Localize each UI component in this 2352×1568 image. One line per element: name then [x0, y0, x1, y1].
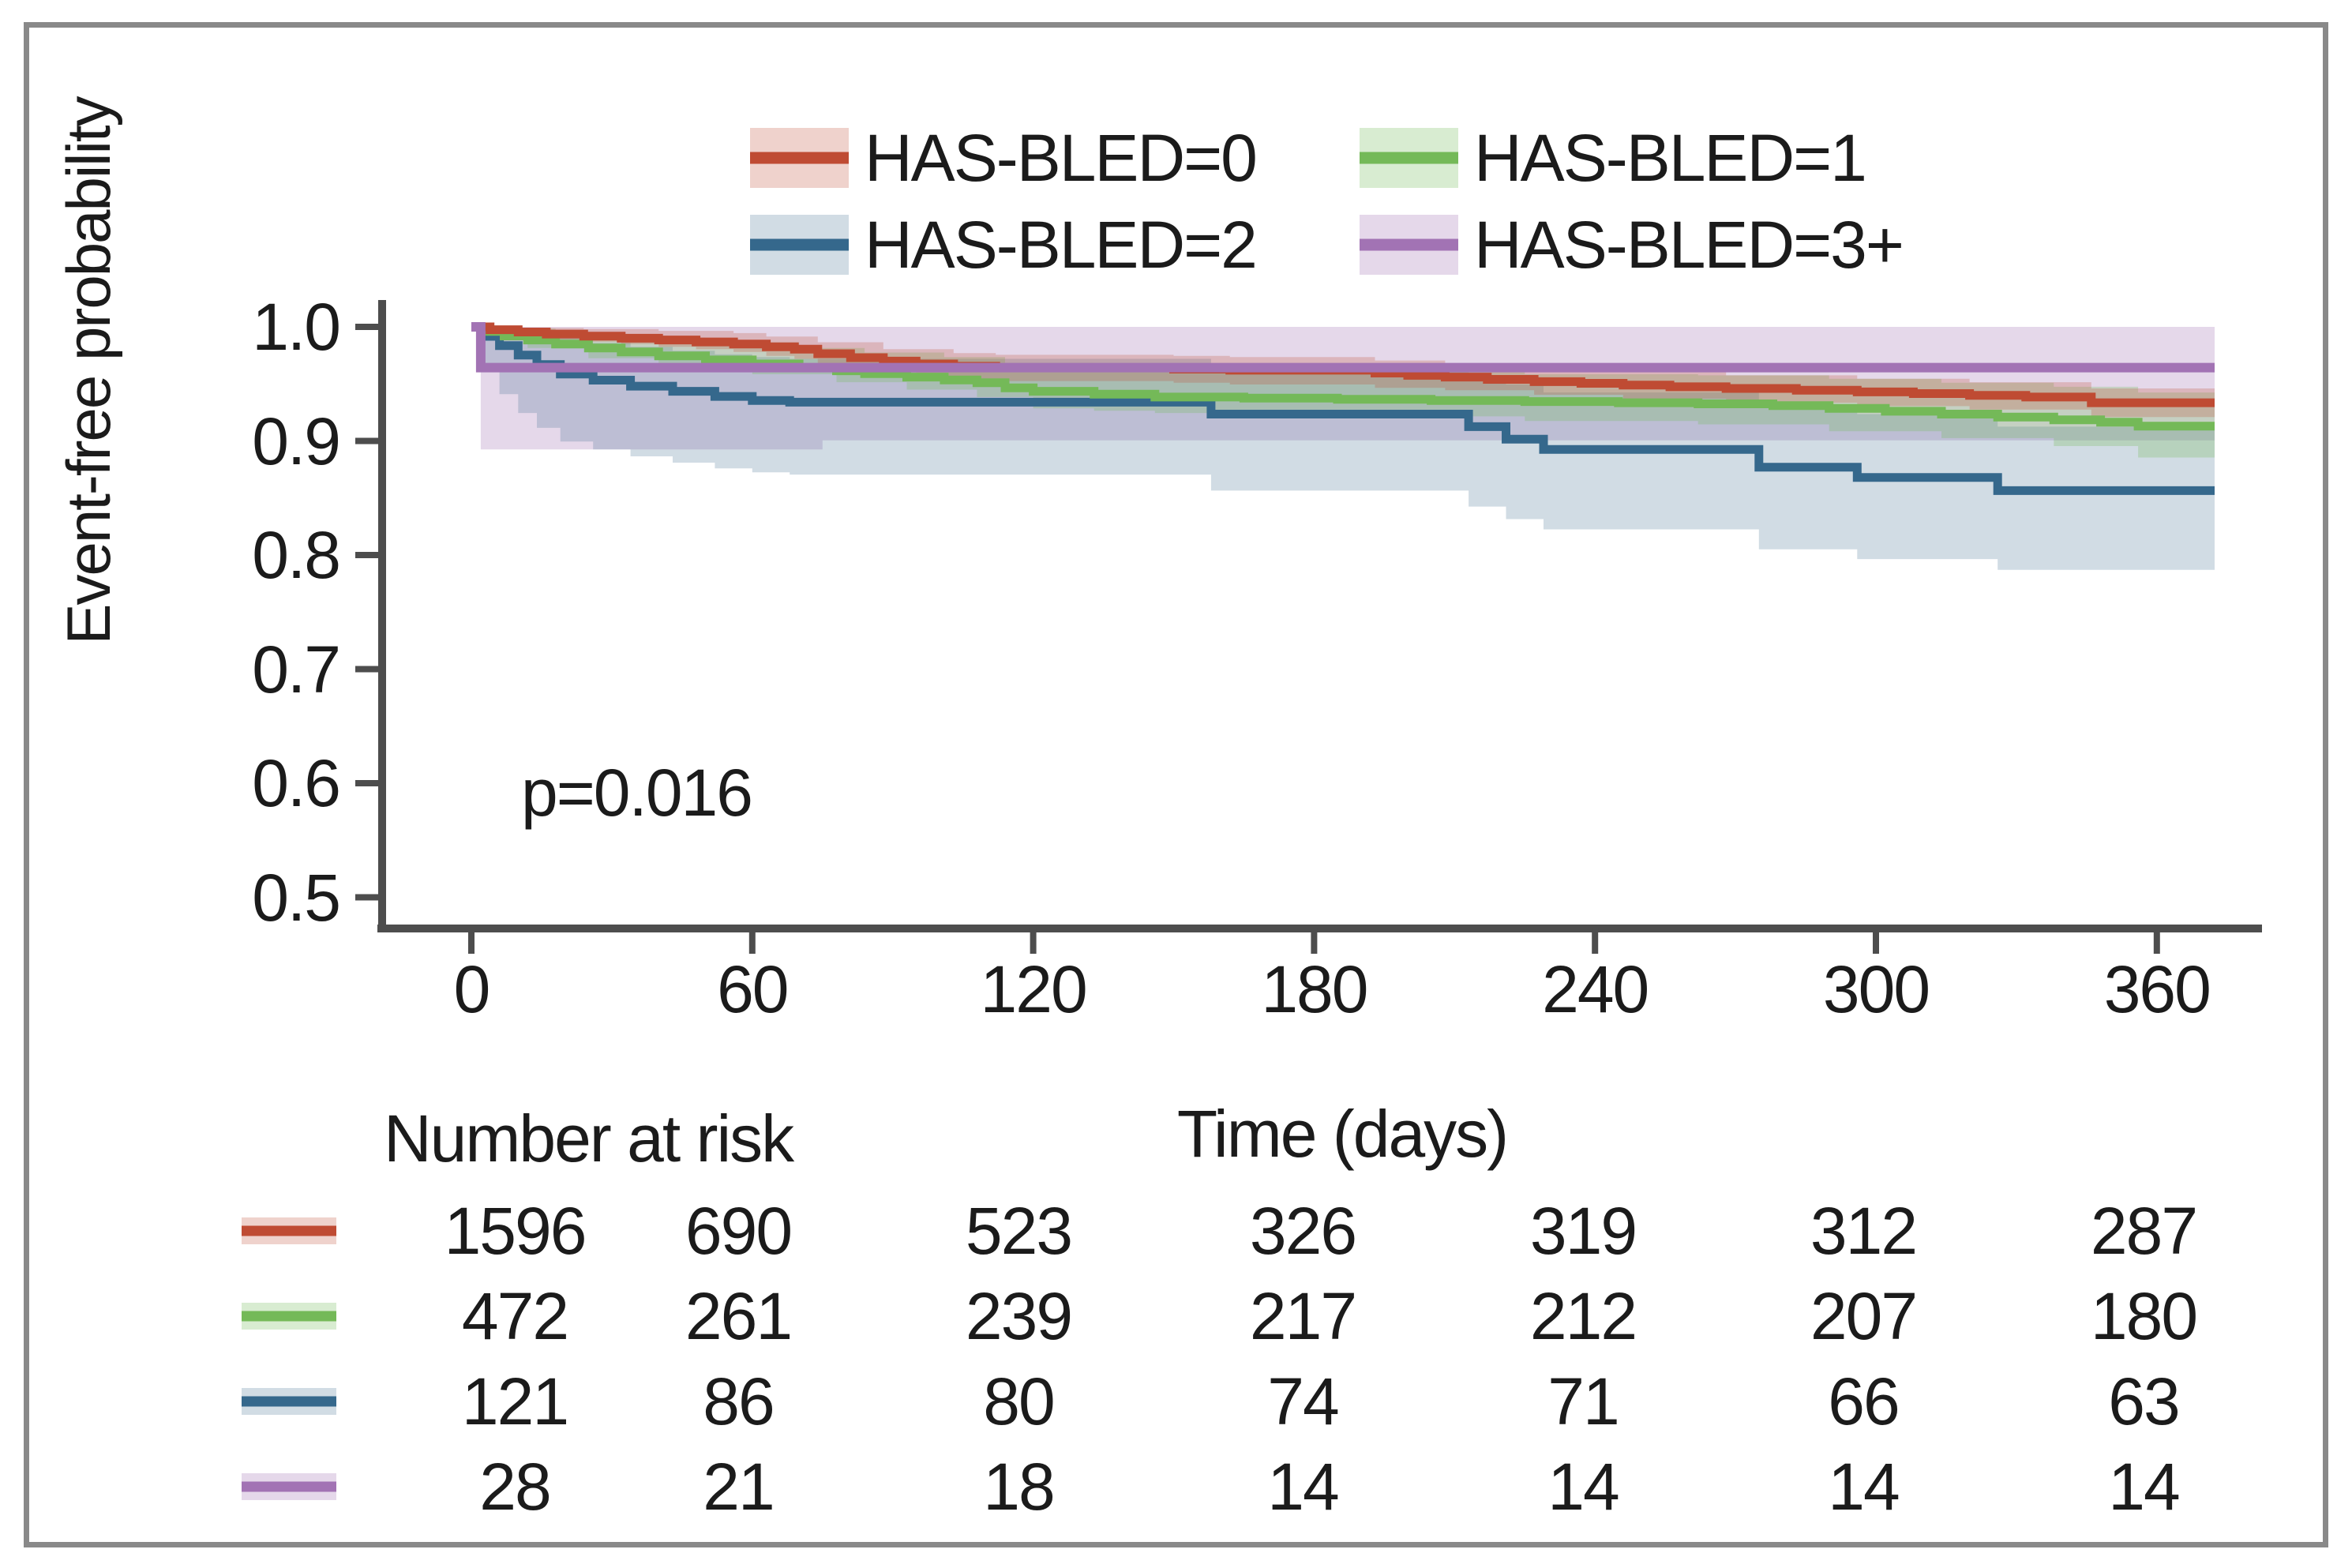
risk-row-key-icon	[242, 1371, 336, 1431]
legend-key-icon	[750, 215, 849, 275]
legend-label: HAS-BLED=1	[1474, 121, 1867, 195]
y-axis-title: Event-free probability	[54, 97, 123, 645]
x-axis-title: Time (days)	[1176, 1097, 1509, 1171]
risk-count-cell: 74	[1267, 1364, 1339, 1439]
risk-key-line	[242, 1225, 336, 1236]
x-tick-label: 180	[1261, 952, 1368, 1026]
risk-count-cell: 63	[2108, 1364, 2180, 1439]
risk-count-cell: 207	[1810, 1279, 1918, 1353]
legend-label: HAS-BLED=2	[865, 208, 1258, 282]
risk-count-cell: 180	[2090, 1279, 2198, 1353]
risk-count-cell: 80	[983, 1364, 1055, 1439]
risk-count-cell: 28	[479, 1450, 551, 1524]
legend-label: HAS-BLED=3+	[1474, 208, 1904, 282]
legend-key-line	[1360, 238, 1458, 251]
legend-key-icon	[750, 128, 849, 188]
risk-count-cell: 312	[1810, 1194, 1918, 1268]
risk-row-key-icon	[242, 1201, 336, 1261]
legend-label: HAS-BLED=0	[865, 121, 1258, 195]
risk-table-header: Number at risk	[384, 1101, 794, 1176]
y-tick-label: 0.8	[252, 518, 341, 592]
y-tick-label: 0.5	[252, 860, 341, 935]
risk-count-cell: 18	[983, 1450, 1055, 1524]
km-curve-has-bled-3-	[471, 322, 2215, 373]
figure-border-frame	[24, 22, 2328, 1547]
x-tick-label: 60	[717, 952, 789, 1026]
risk-key-line	[242, 1481, 336, 1492]
legend-key-line	[750, 152, 849, 164]
y-tick-label: 1.0	[252, 290, 341, 364]
y-tick-label: 0.6	[252, 746, 341, 820]
risk-row-key-icon	[242, 1286, 336, 1346]
y-tick-label: 0.7	[252, 632, 341, 707]
legend-key-icon	[1360, 128, 1458, 188]
x-tick-label: 300	[1822, 952, 1930, 1026]
legend-key-line	[1360, 152, 1458, 164]
legend-key-icon	[1360, 215, 1458, 275]
risk-count-cell: 319	[1529, 1194, 1637, 1268]
risk-count-cell: 261	[685, 1279, 793, 1353]
risk-count-cell: 66	[1828, 1364, 1900, 1439]
km-curve-has-bled-1	[471, 322, 2215, 431]
risk-count-cell: 326	[1249, 1194, 1357, 1268]
risk-count-cell: 217	[1249, 1279, 1357, 1353]
risk-key-line	[242, 1311, 336, 1322]
risk-count-cell: 523	[965, 1194, 1073, 1268]
risk-count-cell: 14	[2108, 1450, 2180, 1524]
risk-key-line	[242, 1396, 336, 1407]
risk-count-cell: 472	[461, 1279, 569, 1353]
risk-count-cell: 71	[1547, 1364, 1619, 1439]
x-tick-label: 360	[2103, 952, 2211, 1026]
x-tick-label: 0	[453, 952, 491, 1026]
km-curve-has-bled-2	[471, 322, 2215, 495]
legend-key-line	[750, 238, 849, 251]
risk-count-cell: 121	[461, 1364, 569, 1439]
risk-count-cell: 287	[2090, 1194, 2198, 1268]
p-value-annotation: p=0.016	[521, 756, 753, 830]
risk-count-cell: 1596	[444, 1194, 587, 1268]
risk-count-cell: 239	[965, 1279, 1073, 1353]
risk-count-cell: 212	[1529, 1279, 1637, 1353]
x-tick-label: 120	[980, 952, 1088, 1026]
ci-band-has-bled-2	[471, 327, 2215, 570]
risk-count-cell: 690	[685, 1194, 793, 1268]
risk-count-cell: 14	[1267, 1450, 1339, 1524]
risk-count-cell: 14	[1547, 1450, 1619, 1524]
risk-row-key-icon	[242, 1457, 336, 1517]
x-tick-label: 240	[1542, 952, 1649, 1026]
risk-count-cell: 14	[1828, 1450, 1900, 1524]
risk-count-cell: 21	[703, 1450, 775, 1524]
y-tick-label: 0.9	[252, 403, 341, 478]
risk-count-cell: 86	[703, 1364, 775, 1439]
